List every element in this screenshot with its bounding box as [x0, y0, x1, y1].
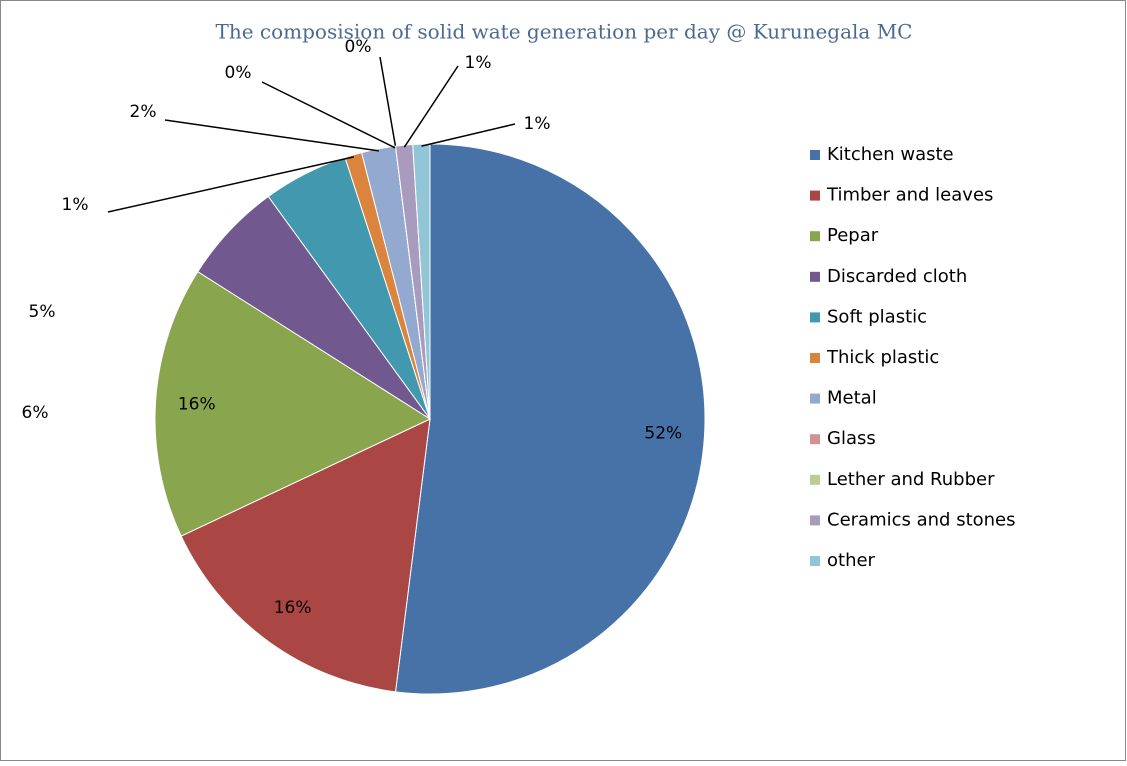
leader-line	[164, 119, 379, 152]
legend-label: Discarded cloth	[827, 266, 967, 287]
legend-label: other	[827, 550, 876, 571]
legend-label: Lether and Rubber	[827, 469, 995, 490]
data-label: 2%	[130, 102, 157, 122]
data-label: 1%	[62, 195, 89, 215]
legend-swatch	[810, 515, 820, 526]
data-label: 16%	[178, 394, 216, 414]
pie-slice	[154, 270, 432, 537]
leader-line	[379, 56, 397, 149]
legend-swatch	[810, 150, 820, 160]
legend-label: Metal	[827, 388, 877, 409]
legend-swatch	[810, 556, 820, 566]
legend-label: Glass	[827, 428, 876, 449]
leader-line	[403, 65, 459, 148]
data-label: 1%	[524, 114, 551, 134]
legend-swatch	[810, 231, 820, 242]
data-label: 0%	[345, 37, 372, 57]
leader-line	[261, 81, 397, 149]
legend-label: Ceramics and stones	[827, 509, 1016, 530]
data-label: 1%	[465, 53, 492, 73]
legend-label: Pepar	[827, 225, 879, 246]
chart-title: The composision of solid wate generation…	[216, 20, 913, 44]
data-label: 52%	[644, 424, 682, 444]
legend-swatch	[810, 474, 820, 485]
legend-swatch	[810, 190, 820, 201]
data-label: 6%	[22, 403, 49, 423]
data-label: 0%	[225, 63, 252, 83]
pie-slice	[394, 143, 706, 695]
leader-line	[107, 156, 354, 213]
legend-label: Thick plastic	[826, 347, 939, 368]
legend-label: Kitchen waste	[827, 144, 954, 165]
leader-line	[421, 123, 516, 147]
pie-slice	[180, 418, 431, 693]
data-label: 5%	[29, 302, 56, 322]
legend-swatch	[810, 312, 820, 323]
legend-swatch	[810, 271, 820, 282]
legend-swatch	[810, 434, 820, 445]
legend-swatch	[810, 393, 820, 404]
data-label: 16%	[274, 598, 312, 618]
legend-label: Timber and leaves	[826, 185, 993, 206]
legend-label: Soft plastic	[827, 306, 927, 327]
legend-swatch	[810, 353, 820, 363]
